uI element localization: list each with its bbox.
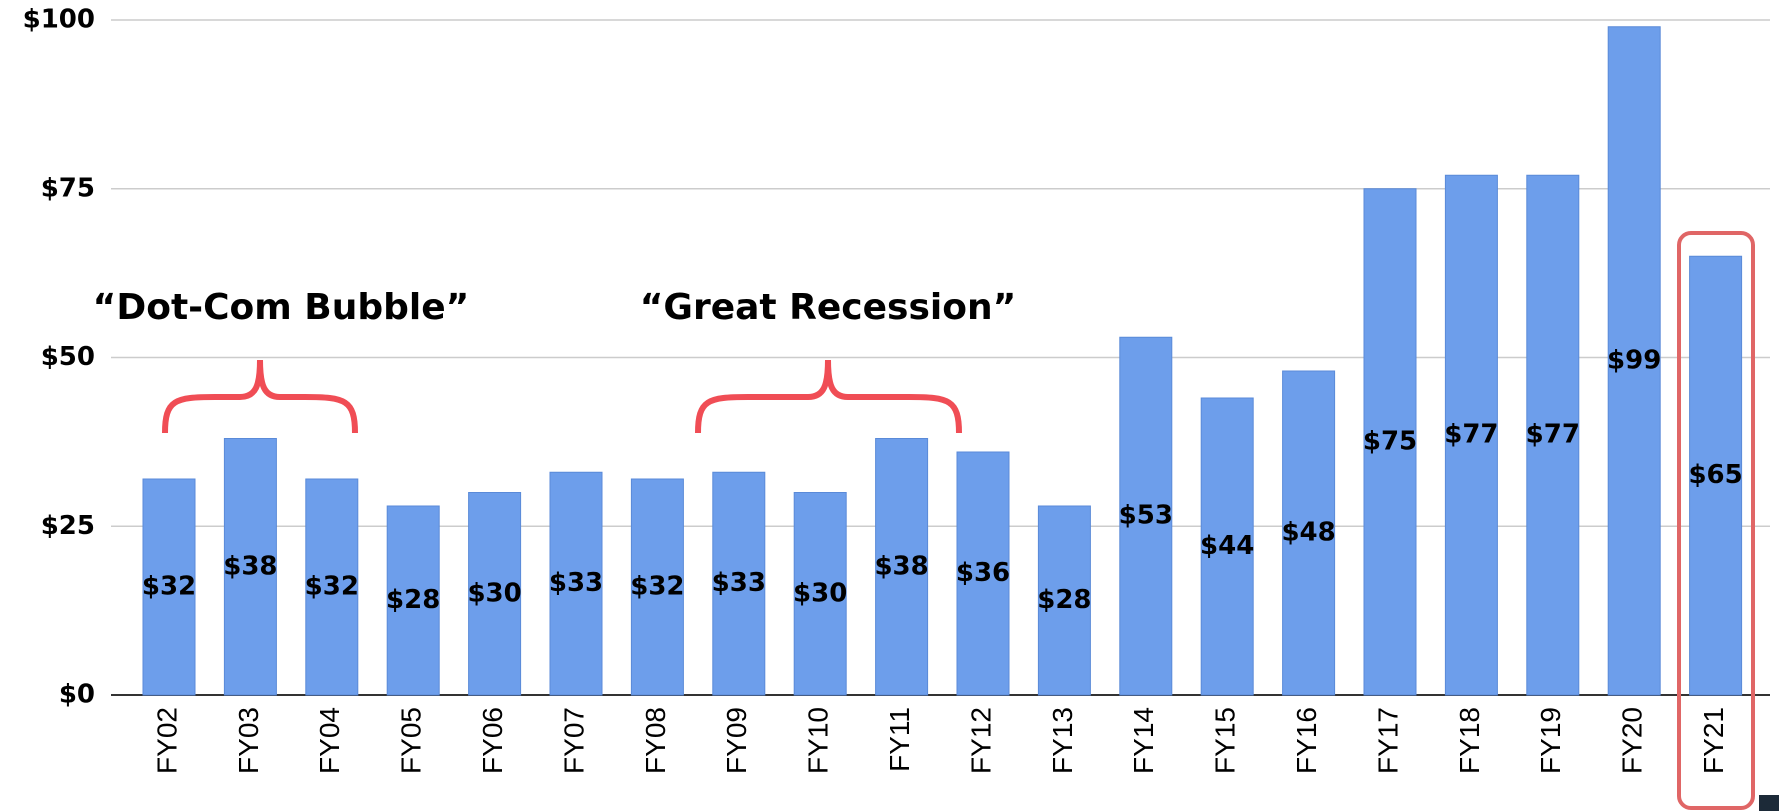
bar: [223, 438, 277, 696]
brace: [162, 359, 358, 434]
highlight-box: [1677, 231, 1755, 810]
bar: [793, 492, 847, 696]
bar: [1119, 336, 1173, 696]
x-tick-label: FY19: [1535, 707, 1566, 774]
bar: [142, 478, 196, 696]
value-label: $30: [467, 578, 521, 608]
x-tick-label: FY18: [1454, 707, 1485, 774]
value-label: $32: [630, 572, 684, 602]
value-label: $33: [712, 568, 766, 598]
bar: [305, 478, 359, 696]
bar: [1689, 255, 1743, 696]
bar: [875, 438, 929, 696]
bar: [386, 505, 440, 696]
annotation: “Great Recession”: [640, 287, 1017, 328]
bar: [1200, 397, 1254, 696]
value-label: $38: [874, 551, 928, 581]
y-tick-label: $0: [59, 680, 95, 710]
x-tick-label: FY17: [1372, 707, 1403, 774]
bar: [956, 451, 1010, 696]
x-tick-label: FY04: [314, 707, 345, 774]
x-tick-label: FY06: [477, 707, 508, 774]
value-label: $75: [1363, 426, 1417, 456]
bar: [712, 471, 766, 696]
x-tick-label: FY14: [1128, 707, 1159, 774]
x-tick-label: FY13: [1047, 707, 1078, 774]
annotation: “Dot-Com Bubble”: [93, 287, 470, 328]
x-tick-label: FY03: [233, 707, 264, 774]
x-tick-label: FY15: [1210, 707, 1241, 774]
value-label: $36: [956, 558, 1010, 588]
value-label: $28: [386, 585, 440, 615]
x-tick-label: FY20: [1617, 707, 1648, 774]
bar: [1363, 188, 1417, 696]
bar: [549, 471, 603, 696]
x-tick-label: FY12: [965, 707, 996, 774]
bar: [1444, 174, 1498, 696]
x-tick-label: FY09: [721, 707, 752, 774]
value-label: $44: [1200, 531, 1254, 561]
value-label: $32: [305, 572, 359, 602]
value-label: $33: [549, 568, 603, 598]
value-label: $77: [1444, 420, 1498, 450]
y-tick-label: $100: [23, 5, 95, 35]
x-tick-label: FY10: [803, 707, 834, 774]
bar: [630, 478, 684, 696]
value-label: $65: [1688, 460, 1742, 490]
bar: [1607, 26, 1661, 696]
value-label: $99: [1607, 345, 1661, 375]
x-tick-label: FY08: [640, 707, 671, 774]
bar: [468, 492, 522, 696]
x-tick-label: FY07: [558, 707, 589, 774]
corner-block: [1759, 795, 1779, 811]
value-label: $32: [142, 572, 196, 602]
brace: [695, 359, 962, 434]
value-label: $28: [1037, 585, 1091, 615]
bar: [1526, 174, 1580, 696]
y-tick-label: $50: [41, 342, 95, 372]
value-label: $77: [1526, 420, 1580, 450]
x-tick-label: FY05: [396, 707, 427, 774]
x-tick-label: FY21: [1698, 707, 1729, 774]
x-tick-label: FY02: [151, 707, 182, 774]
x-tick-label: FY11: [884, 707, 915, 772]
x-tick-label: FY16: [1291, 707, 1322, 774]
y-tick-label: $25: [41, 511, 95, 541]
value-label: $30: [793, 578, 847, 608]
y-tick-label: $75: [41, 173, 95, 203]
value-label: $48: [1281, 518, 1335, 548]
value-label: $53: [1119, 501, 1173, 531]
bar: [1037, 505, 1091, 696]
value-label: $38: [223, 551, 277, 581]
bar: [1282, 370, 1336, 696]
